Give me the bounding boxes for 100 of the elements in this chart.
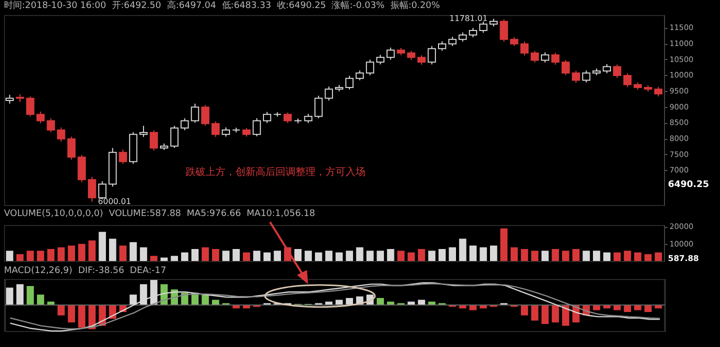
bar (36, 294, 44, 305)
bar (78, 244, 86, 261)
bar (500, 228, 508, 261)
annotation: 11781.01 (449, 14, 488, 23)
bar (47, 302, 54, 305)
candlestick (46, 118, 55, 133)
candlestick (376, 54, 384, 65)
bar (531, 305, 538, 321)
candlestick (262, 111, 272, 124)
bar (469, 246, 477, 261)
candlestick (572, 70, 580, 84)
bar (130, 294, 137, 305)
candlestick (57, 126, 66, 142)
bar (459, 305, 466, 308)
bar (397, 250, 405, 261)
bar (418, 249, 426, 261)
candlestick (78, 154, 86, 183)
candlestick (67, 136, 76, 160)
candlestick (314, 95, 323, 119)
candlestick (252, 118, 261, 137)
candlestick (284, 112, 292, 124)
candlestick (201, 104, 210, 126)
bar (325, 302, 332, 305)
candlestick (366, 59, 374, 76)
bar (624, 250, 632, 261)
bar (614, 252, 621, 261)
chart-title: 时间:2018-10-30 16:00 开:6492.50 高:6497.04 低:6483.33 收:6490.25 涨幅:-0.03% 振幅:0.20% (3, 0, 441, 12)
bar (614, 305, 621, 310)
bar (140, 247, 148, 261)
bar (654, 305, 662, 308)
bar (16, 284, 24, 305)
bar (428, 250, 436, 261)
candlestick (211, 120, 220, 138)
candlestick (520, 41, 529, 56)
bar (356, 247, 364, 261)
candlestick (222, 126, 230, 138)
annotation: 跌破上方，创新高后回调整理，方可入场 (186, 166, 366, 178)
bar (98, 232, 106, 261)
bar (68, 246, 76, 261)
bar (552, 305, 559, 322)
bar (36, 250, 44, 261)
bar (531, 250, 538, 261)
candlestick (150, 130, 158, 152)
bar (222, 250, 230, 261)
candlestick (180, 118, 189, 131)
bar (26, 250, 34, 261)
candlestick (438, 40, 446, 52)
bar (263, 252, 271, 261)
bar (58, 247, 65, 261)
bar (336, 300, 343, 305)
bar (325, 250, 332, 261)
candlestick (304, 113, 312, 124)
candlestick (613, 64, 622, 79)
bar (58, 305, 65, 316)
bar (68, 305, 76, 322)
bar (654, 252, 662, 261)
bar (130, 242, 137, 261)
bar (119, 246, 127, 261)
candlestick (417, 54, 426, 66)
bar (181, 252, 188, 261)
candlestick (324, 86, 333, 101)
bar (304, 250, 312, 261)
bar (520, 305, 528, 316)
bar (490, 246, 498, 261)
bar (294, 249, 302, 261)
bar (480, 247, 487, 261)
candlestick (170, 125, 179, 148)
bar (88, 240, 96, 261)
bar (592, 250, 600, 261)
bar (387, 249, 394, 261)
candlestick (654, 86, 662, 97)
bar (232, 305, 240, 308)
candlestick (36, 111, 45, 124)
candlestick (386, 47, 395, 60)
candlestick (468, 27, 478, 38)
bar (428, 302, 436, 305)
bar (634, 305, 642, 310)
bar (274, 250, 281, 261)
bar (520, 249, 528, 261)
candlestick (345, 75, 354, 90)
bar (459, 238, 466, 261)
candlestick (428, 46, 436, 65)
candlestick (540, 52, 550, 63)
bar (366, 250, 374, 261)
bar (582, 250, 590, 261)
candlestick (356, 70, 364, 81)
text: 587.88 (668, 254, 700, 263)
bar (253, 250, 260, 261)
bar (376, 250, 384, 261)
bar (376, 298, 384, 305)
bar (242, 252, 250, 261)
bar (78, 305, 86, 328)
candlestick (582, 70, 590, 83)
candlestick (190, 103, 200, 124)
bar (346, 250, 354, 261)
bar (202, 294, 209, 305)
bar (191, 249, 199, 261)
bar (26, 286, 34, 305)
bar (6, 288, 14, 305)
candlestick (98, 180, 106, 200)
